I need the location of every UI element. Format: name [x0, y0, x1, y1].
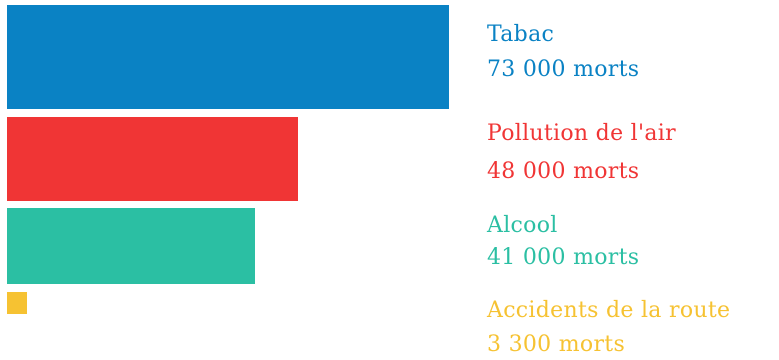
value-label-pollution: 48 000 morts	[487, 159, 640, 184]
bar-pollution	[7, 117, 298, 201]
value-label-alcool: 41 000 morts	[487, 245, 640, 270]
value-label-tabac: 73 000 morts	[487, 57, 640, 82]
value-label-accidents: 3 300 morts	[487, 332, 626, 357]
category-label-pollution: Pollution de l'air	[487, 121, 676, 146]
category-label-accidents: Accidents de la route	[487, 298, 731, 323]
category-label-alcool: Alcool	[487, 213, 558, 238]
category-label-tabac: Tabac	[487, 22, 555, 47]
bar-alcool	[7, 208, 255, 284]
bar-accidents	[7, 292, 27, 314]
bar-tabac	[7, 5, 449, 109]
